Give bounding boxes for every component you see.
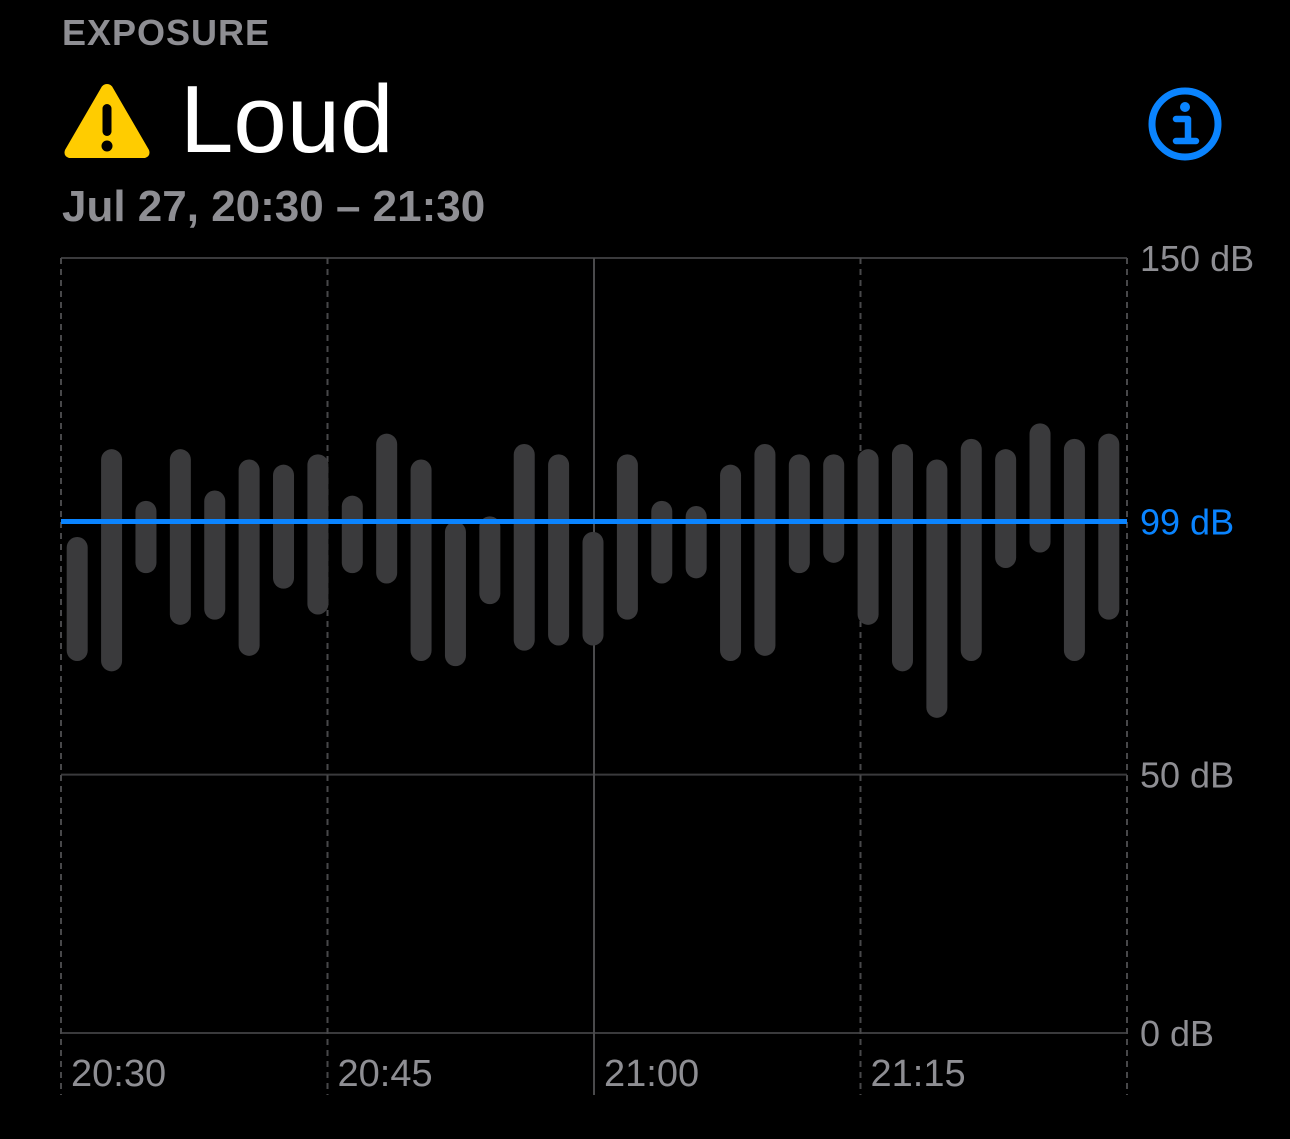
x-tick-label: 20:45 bbox=[338, 1053, 433, 1095]
range-bar[interactable] bbox=[720, 464, 742, 661]
x-tick-label: 21:15 bbox=[871, 1053, 966, 1095]
range-bar[interactable] bbox=[444, 521, 466, 667]
range-bar[interactable] bbox=[169, 449, 191, 625]
range-bar[interactable] bbox=[238, 459, 260, 656]
range-bar[interactable] bbox=[995, 449, 1017, 568]
range-bar[interactable] bbox=[410, 459, 432, 662]
range-bar[interactable] bbox=[1029, 423, 1051, 553]
chart-grid bbox=[60, 257, 1128, 1095]
y-tick-label: 0 dB bbox=[1140, 1013, 1214, 1054]
range-bar[interactable] bbox=[616, 454, 638, 620]
range-bar[interactable] bbox=[273, 464, 295, 589]
range-bar[interactable] bbox=[754, 444, 776, 656]
status-title: Loud bbox=[180, 66, 394, 173]
range-bar[interactable] bbox=[857, 449, 879, 625]
y-tick-label: 150 dB bbox=[1140, 238, 1254, 279]
range-bar[interactable] bbox=[685, 506, 707, 579]
range-bar[interactable] bbox=[341, 495, 363, 574]
range-bar[interactable] bbox=[101, 449, 123, 672]
section-label: EXPOSURE bbox=[62, 12, 271, 53]
range-bar[interactable] bbox=[823, 454, 845, 563]
info-button[interactable] bbox=[1145, 84, 1225, 164]
range-bar[interactable] bbox=[135, 500, 157, 574]
range-bar[interactable] bbox=[788, 454, 810, 574]
chart-bars bbox=[66, 423, 1120, 718]
exposure-status: Loud bbox=[62, 70, 394, 170]
range-bar[interactable] bbox=[307, 454, 329, 615]
range-bar[interactable] bbox=[926, 459, 948, 718]
range-bar[interactable] bbox=[66, 537, 88, 661]
range-bar[interactable] bbox=[479, 516, 501, 605]
x-tick-label: 20:30 bbox=[71, 1053, 166, 1095]
x-tick-label: 21:00 bbox=[604, 1053, 699, 1095]
date-range: Jul 27, 20:30 – 21:30 bbox=[62, 182, 486, 231]
range-bar[interactable] bbox=[204, 490, 226, 620]
range-bar[interactable] bbox=[651, 500, 673, 584]
range-bar[interactable] bbox=[582, 531, 604, 646]
range-bar[interactable] bbox=[1063, 438, 1085, 661]
warning-icon bbox=[64, 84, 150, 158]
range-bar[interactable] bbox=[376, 433, 398, 584]
y-tick-label: 50 dB bbox=[1140, 755, 1234, 796]
range-bar[interactable] bbox=[960, 438, 982, 661]
average-label: 99 dB bbox=[1140, 502, 1234, 543]
range-bar[interactable] bbox=[891, 444, 913, 672]
axis-labels: 150 dB 50 dB 0 dB 99 dB 20:30 20:45 21:00 21:15 bbox=[71, 238, 1254, 1095]
range-bar[interactable] bbox=[548, 454, 570, 646]
info-icon[interactable] bbox=[1145, 84, 1225, 164]
range-bar[interactable] bbox=[513, 444, 535, 651]
range-bar[interactable] bbox=[1098, 433, 1120, 620]
